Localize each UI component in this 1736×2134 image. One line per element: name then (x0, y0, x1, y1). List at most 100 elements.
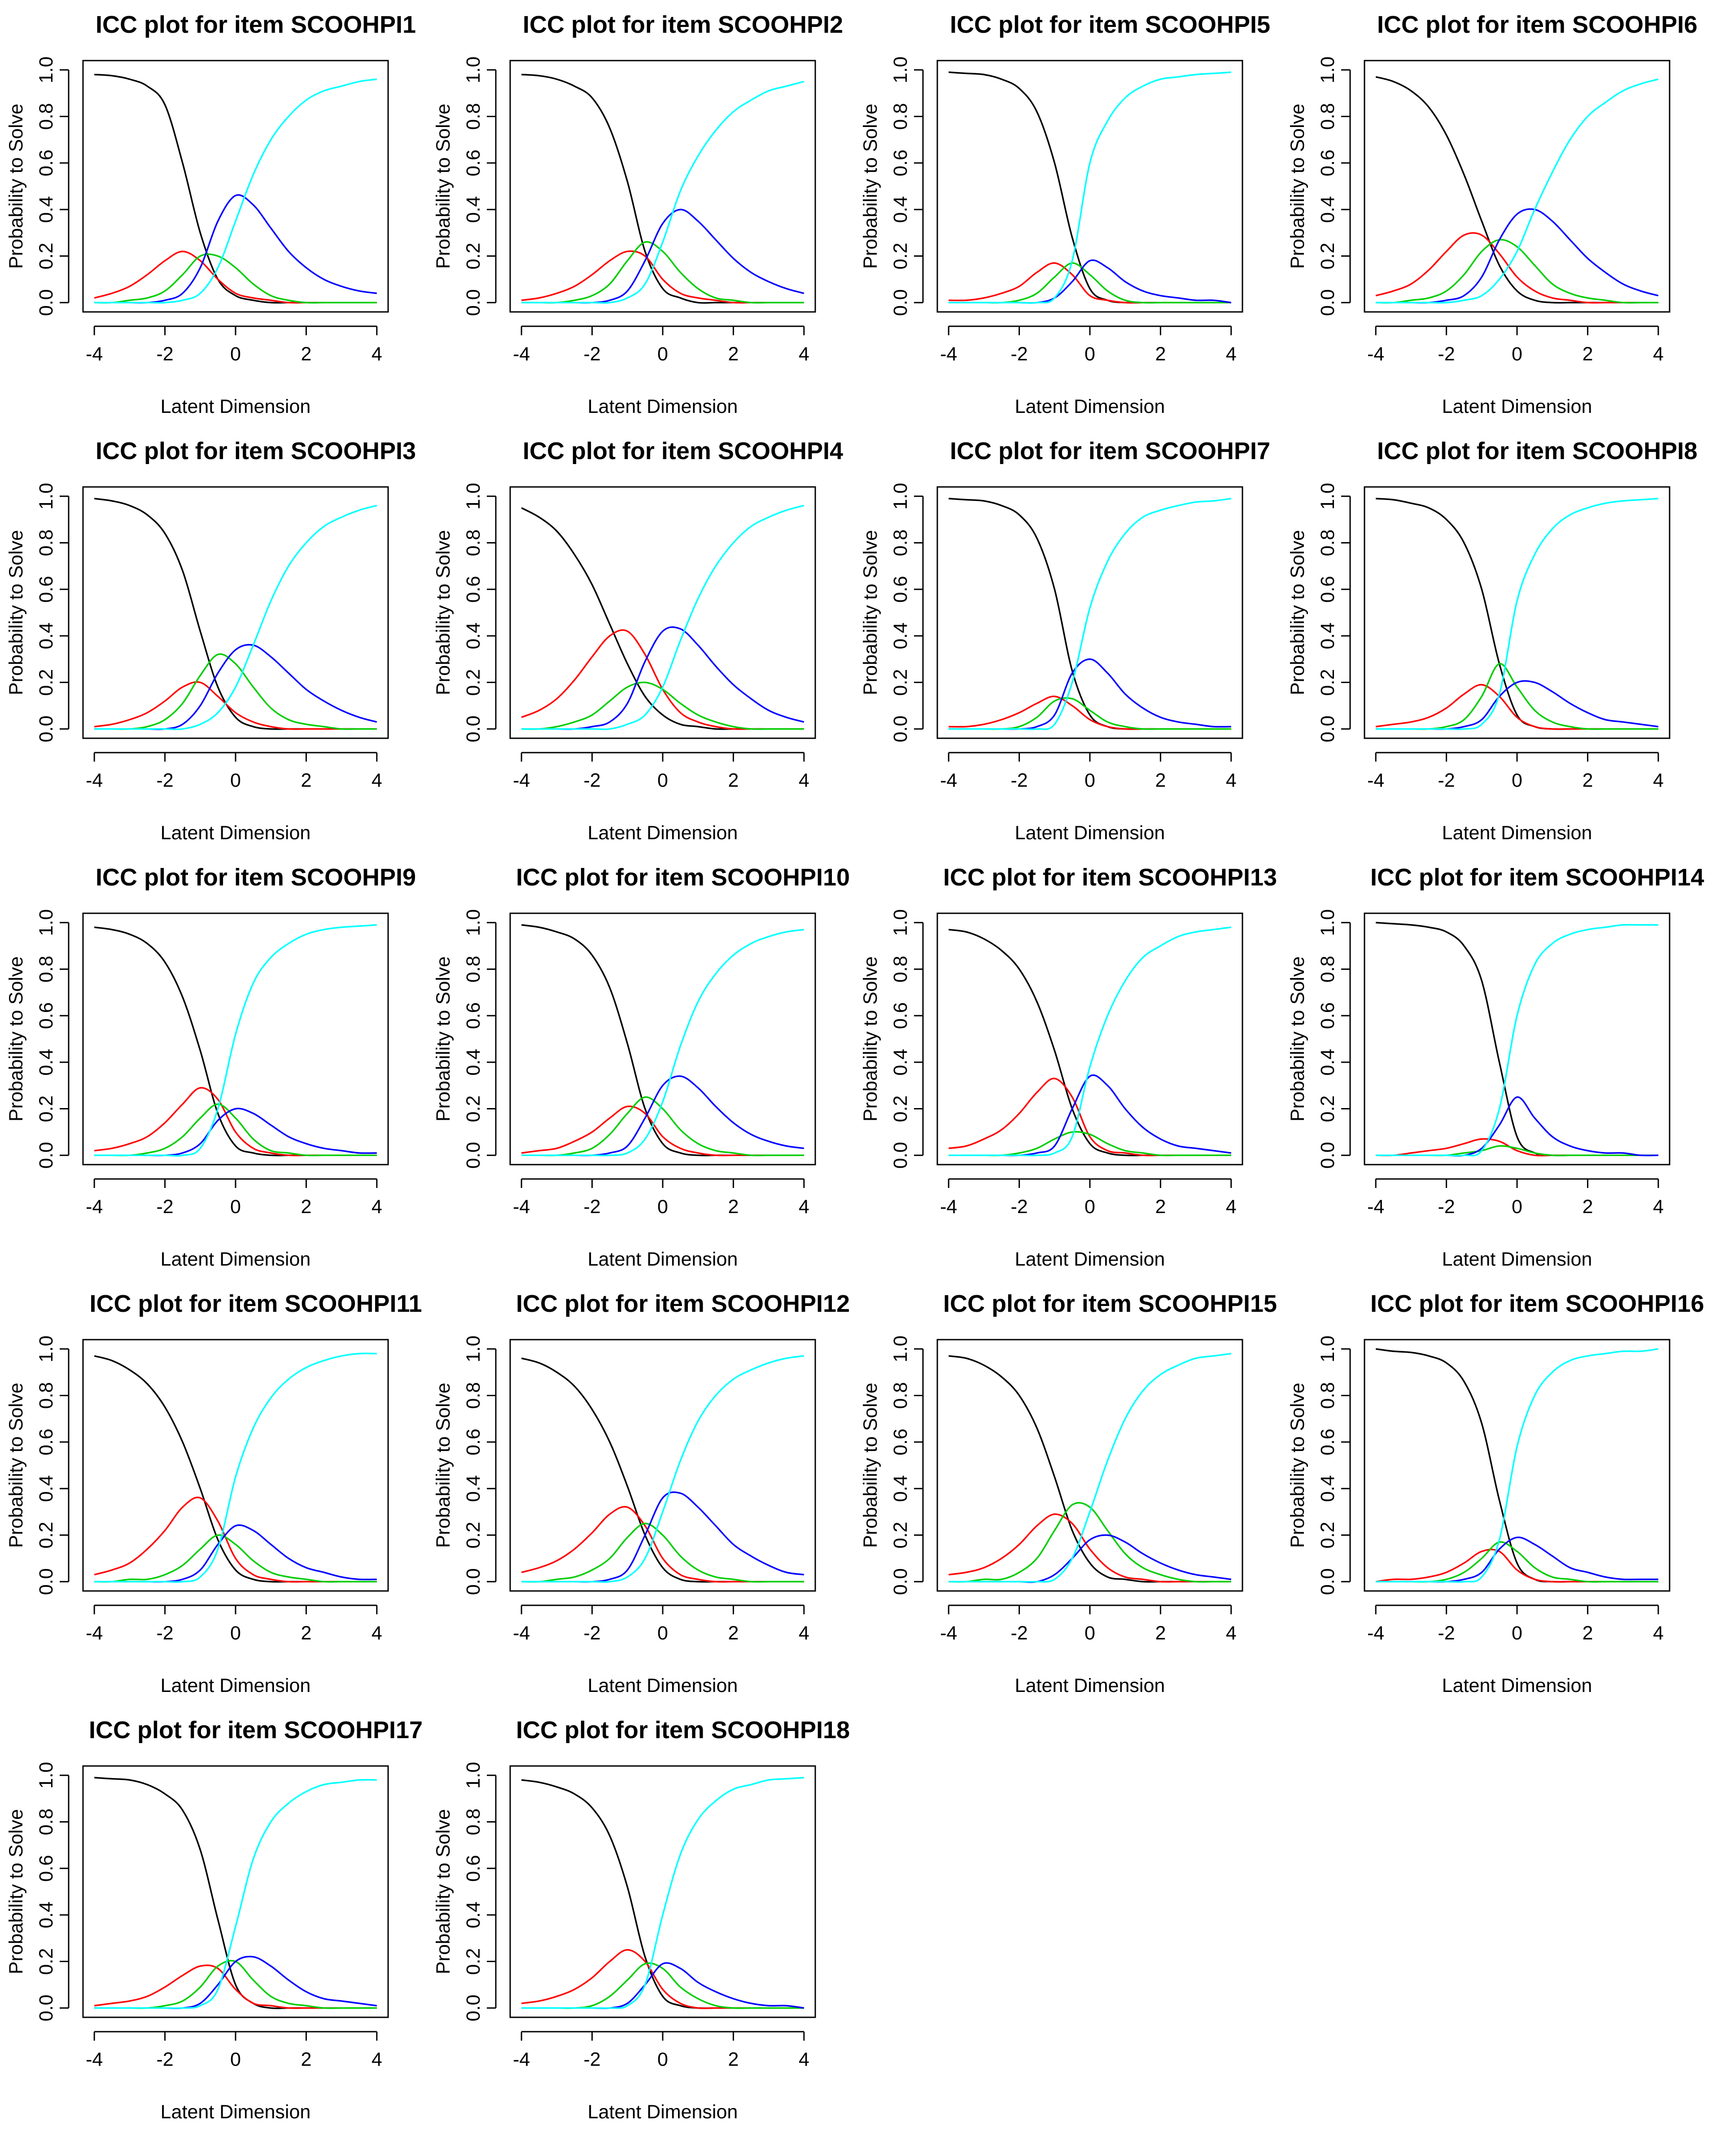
x-tick-label: 2 (728, 1622, 739, 1644)
series-line-3 (1376, 663, 1658, 730)
y-tick-label: 0.0 (463, 1142, 484, 1169)
y-axis-label: Probability to Solve (433, 530, 454, 695)
y-tick-label: 1.0 (35, 57, 57, 83)
icc-chart: ICC plot for item SCOOHPI3 -4 -2 0 2 4 0.0 0.2 0… (4, 429, 431, 855)
chart-title: ICC plot for item SCOOHPI2 (523, 11, 843, 38)
y-axis-label: Probability to Solve (5, 1809, 27, 1974)
y-tick-label: 0.0 (890, 715, 911, 742)
y-tick-label: 0.0 (890, 289, 911, 316)
series-line-5 (521, 929, 805, 1157)
chart-svg: ICC plot for item SCOOHPI17 -4 -2 0 2 4 0.0 0.2… (5, 1717, 423, 2123)
y-tick-label: 0.8 (890, 1382, 911, 1409)
series-line-3 (949, 1502, 1231, 1583)
y-tick-label: 0.2 (463, 243, 484, 270)
x-axis-label: Latent Dimension (161, 1249, 311, 1270)
y-tick-label: 1.0 (35, 909, 57, 936)
x-tick-label: -2 (1010, 1622, 1028, 1644)
series-line-4 (1376, 208, 1659, 304)
plot-frame (82, 912, 389, 1166)
y-tick-label: 0.2 (1317, 243, 1338, 270)
y-tick-label: 0.0 (1317, 1568, 1338, 1595)
chart-svg: ICC plot for item SCOOHPI3 -4 -2 0 2 4 0.0 0.2 0… (5, 438, 416, 844)
series-line-1 (948, 929, 1231, 1157)
chart-svg: ICC plot for item SCOOHPI9 -4 -2 0 2 4 0.0 0.2 0… (5, 864, 416, 1270)
icc-chart: ICC plot for item SCOOHPI12 -4 -2 0 2 4 0.0 0.2… (432, 1281, 858, 1708)
series-line-2 (949, 262, 1231, 304)
y-tick-label: 0.2 (35, 1095, 57, 1122)
y-tick-label: 0.6 (463, 576, 484, 603)
x-tick-label: 0 (657, 1622, 668, 1644)
y-tick-label: 0.6 (463, 1855, 484, 1882)
icc-chart: ICC plot for item SCOOHPI14 -4 -2 0 2 4 0.0 0.2… (1286, 855, 1712, 1281)
x-tick-label: -2 (156, 343, 173, 365)
series-line-5 (1376, 498, 1658, 730)
chart-title: ICC plot for item SCOOHPI15 (943, 1290, 1277, 1317)
y-tick-label: 0.8 (1317, 1382, 1338, 1409)
plot-frame (509, 486, 816, 739)
x-tick-label: 0 (657, 2049, 668, 2070)
x-tick-label: 0 (1512, 343, 1522, 365)
y-tick-label: 1.0 (890, 1336, 911, 1363)
x-tick-label: 2 (1155, 343, 1166, 365)
chart-svg: ICC plot for item SCOOHPI12 -4 -2 0 2 4 0.0 0.2… (433, 1290, 850, 1696)
x-tick-label: 4 (799, 1622, 809, 1644)
y-tick-label: 0.2 (463, 1522, 484, 1549)
y-tick-label: 0.6 (1317, 1429, 1338, 1455)
y-tick-label: 0.4 (463, 1475, 484, 1502)
y-tick-label: 0.2 (890, 1522, 911, 1549)
y-tick-label: 0.6 (35, 1429, 57, 1455)
y-tick-label: 1.0 (463, 1336, 484, 1363)
x-tick-label: 2 (301, 770, 311, 791)
x-tick-label: 4 (1226, 343, 1237, 365)
series-line-1 (1375, 1348, 1658, 1583)
series-line-5 (521, 81, 805, 304)
y-tick-label: 1.0 (463, 909, 484, 936)
chart-title: ICC plot for item SCOOHPI16 (1370, 1290, 1704, 1317)
x-tick-label: -2 (1010, 343, 1028, 365)
y-tick-label: 0.4 (35, 196, 57, 223)
series-line-3 (521, 241, 804, 304)
x-axis-label: Latent Dimension (588, 396, 738, 417)
x-tick-label: 0 (230, 1622, 241, 1644)
y-axis-label: Probability to Solve (860, 104, 881, 269)
y-tick-label: 0.6 (890, 1002, 911, 1029)
icc-chart: ICC plot for item SCOOHPI4 -4 -2 0 2 4 0.0 0.2 0… (432, 429, 858, 855)
icc-chart: ICC plot for item SCOOHPI13 -4 -2 0 2 4 0.0 0.2… (859, 855, 1285, 1281)
y-tick-label: 1.0 (890, 57, 911, 83)
x-axis-label: Latent Dimension (1442, 1675, 1592, 1696)
y-tick-label: 0.8 (463, 1382, 484, 1409)
y-tick-label: 0.4 (1317, 196, 1338, 223)
x-tick-label: -2 (156, 2049, 173, 2070)
plot-frame (936, 486, 1243, 739)
y-tick-label: 0.6 (1317, 576, 1338, 603)
x-tick-label: -4 (940, 1622, 957, 1644)
chart-title: ICC plot for item SCOOHPI4 (523, 438, 843, 464)
y-tick-label: 0.2 (35, 669, 57, 696)
x-tick-label: 4 (372, 1622, 382, 1644)
x-tick-label: -2 (1438, 1622, 1455, 1644)
series-line-1 (94, 926, 377, 1157)
chart-title: ICC plot for item SCOOHPI6 (1377, 11, 1697, 38)
series-line-2 (94, 1964, 377, 2009)
y-tick-label: 0.8 (463, 103, 484, 130)
chart-svg: ICC plot for item SCOOHPI18 -4 -2 0 2 4 0.0 0.2… (433, 1717, 850, 2123)
chart-title: ICC plot for item SCOOHPI7 (950, 438, 1270, 464)
x-tick-label: -2 (583, 2049, 600, 2070)
y-axis-label: Probability to Solve (433, 104, 454, 269)
y-tick-label: 0.2 (463, 1095, 484, 1122)
y-axis-label: Probability to Solve (1287, 104, 1308, 269)
x-tick-label: 4 (1653, 343, 1664, 365)
y-tick-label: 0.0 (463, 1994, 484, 2021)
series-line-2 (521, 1949, 804, 2009)
series-line-1 (1376, 498, 1658, 730)
x-tick-label: 4 (1653, 1622, 1664, 1644)
x-tick-label: 0 (657, 770, 668, 791)
y-tick-label: 0.4 (35, 1475, 57, 1502)
y-tick-label: 0.0 (1317, 715, 1338, 742)
series-line-4 (94, 1955, 377, 2009)
y-tick-label: 0.2 (35, 1948, 57, 1975)
y-tick-label: 0.6 (890, 576, 911, 603)
series-line-3 (94, 1534, 377, 1583)
y-tick-label: 1.0 (1317, 57, 1338, 83)
y-axis-label: Probability to Solve (860, 1383, 881, 1548)
